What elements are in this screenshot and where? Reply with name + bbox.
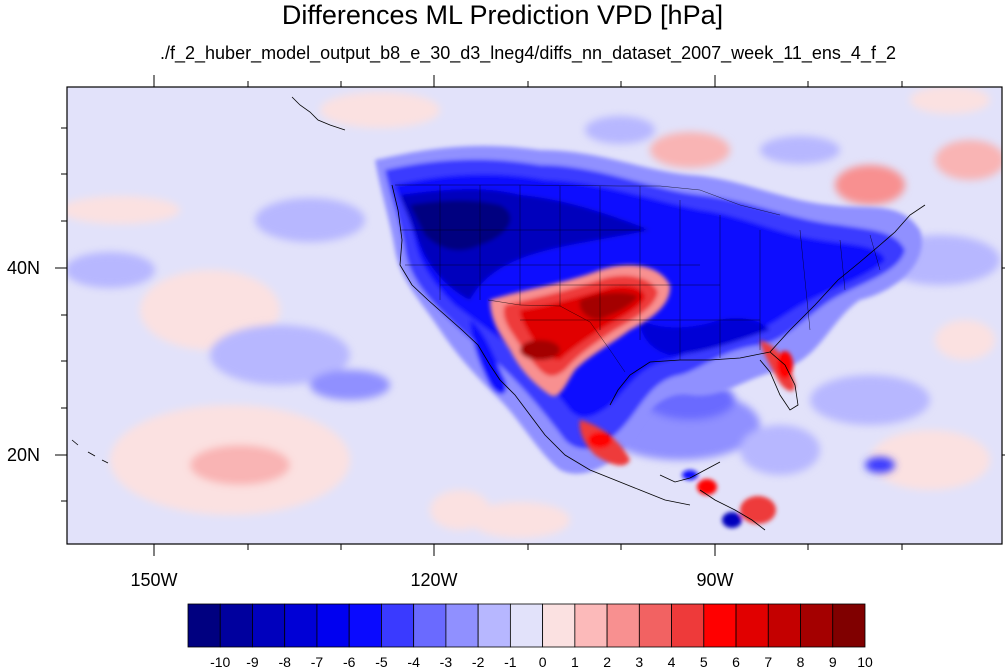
lon-label-150w: 150W [130, 570, 178, 590]
colorbar-swatch [671, 603, 705, 648]
colorbar-swatch [348, 603, 382, 648]
colorbar-label: 1 [570, 654, 579, 670]
ocean-positive-patches [67, 87, 1002, 538]
colorbar-swatch [413, 603, 447, 648]
colorbar-swatch [832, 603, 866, 648]
lon-label-90w: 90W [696, 570, 734, 590]
colorbar-swatch [767, 603, 801, 648]
colorbar-label: -1 [504, 654, 517, 670]
colorbar-label: -4 [407, 654, 420, 670]
colorbar-swatch [606, 603, 640, 648]
colorbar-label: 5 [699, 654, 708, 670]
colorbar-swatch [574, 603, 608, 648]
lat-label-40n: 40N [6, 258, 40, 278]
colorbar-label: 6 [732, 654, 740, 670]
colorbar-label: 0 [538, 654, 547, 670]
map-subtitle: ./f_2_huber_model_output_b8_e_30_d3_lneg… [160, 43, 896, 63]
colorbar-label: 7 [764, 654, 773, 670]
colorbar-label: 3 [635, 654, 644, 670]
colorbar-swatch [252, 603, 286, 648]
colorbar-swatch [703, 603, 737, 648]
colorbar-label: -8 [278, 654, 291, 670]
colorbar-label: -2 [471, 654, 485, 670]
colorbar-swatch [381, 603, 415, 648]
colorbar-label: -6 [342, 654, 356, 670]
colorbar-swatch [219, 603, 253, 648]
political-borders [395, 184, 881, 373]
colorbar-label: 2 [603, 654, 611, 670]
colorbar-swatch [316, 603, 350, 648]
colorbar-swatch [445, 603, 479, 648]
colorbar-swatch [638, 603, 672, 648]
tick-marks [55, 75, 1005, 556]
colorbar-label: 9 [828, 654, 837, 670]
lat-label-20n: 20N [6, 445, 40, 465]
lon-label-120w: 120W [410, 570, 458, 590]
colorbar-label: 8 [796, 654, 805, 670]
colorbar-swatch [800, 603, 834, 648]
continental-positive-region [490, 265, 795, 528]
colorbar-label: -5 [375, 654, 388, 670]
colorbar-swatch [509, 603, 544, 648]
colorbar-label: -10 [210, 654, 231, 670]
field-layer [67, 87, 1002, 544]
colorbar-label: -9 [246, 654, 259, 670]
colorbar-swatch [735, 603, 769, 648]
colorbar-label: 4 [667, 654, 676, 670]
map-title: Differences ML Prediction VPD [hPa] [281, 0, 724, 30]
colorbar-swatch [477, 603, 511, 648]
colorbar-swatch [187, 603, 221, 648]
colorbar-swatch [542, 603, 576, 648]
colorbar-label: 10 [857, 654, 873, 670]
colorbar-swatch [284, 603, 318, 648]
colorbar-label: -7 [310, 654, 324, 670]
colorbar-label: -3 [439, 654, 453, 670]
